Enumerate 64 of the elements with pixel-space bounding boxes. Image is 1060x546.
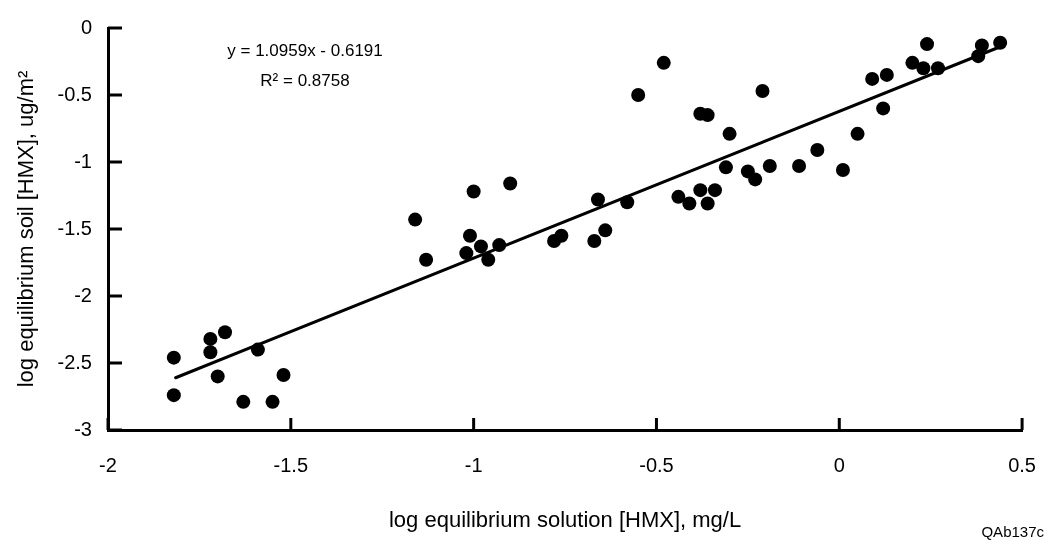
point [210, 369, 225, 384]
point [503, 176, 518, 191]
y-tick-label: -2 [74, 283, 92, 306]
point [203, 331, 218, 346]
point [755, 83, 770, 98]
point [218, 325, 233, 340]
x-tick-label: -1.5 [273, 453, 309, 476]
x-axis-title: log equilibrium solution [HMX], mg/L [388, 506, 742, 532]
annotation: R² = 0.8758 [260, 70, 350, 90]
point [865, 71, 880, 86]
point [236, 394, 251, 409]
x-tick-label: 0 [833, 453, 845, 476]
point [166, 388, 181, 403]
point [587, 234, 602, 249]
point [700, 196, 715, 211]
point [740, 164, 755, 179]
point [876, 101, 891, 116]
point [462, 228, 477, 243]
point [879, 67, 894, 82]
y-tick-label: -1.5 [57, 216, 92, 239]
point [466, 184, 481, 199]
point [762, 159, 777, 174]
x-tick-label: -2 [99, 453, 117, 476]
point [920, 37, 935, 52]
point [682, 196, 697, 211]
point [166, 350, 181, 365]
point [631, 88, 646, 102]
point [718, 160, 733, 175]
x-tick-label: -1 [464, 453, 483, 476]
point [916, 61, 931, 76]
text: QAb137c [981, 523, 1045, 541]
y-tick-label: -3 [74, 417, 92, 440]
y-axis-title: log equilibrium soil [HMX], ug/m² [13, 70, 39, 388]
point [792, 159, 807, 174]
point [419, 252, 434, 267]
point [203, 345, 218, 360]
point [810, 142, 825, 157]
y-tick-label: -0.5 [57, 82, 92, 105]
point [722, 126, 737, 141]
x-tick-label: -0.5 [639, 453, 674, 476]
point [408, 212, 423, 227]
x-tick-label: 0.5 [1008, 453, 1036, 476]
y-tick-label: -2.5 [57, 350, 92, 373]
point [459, 246, 474, 261]
point [598, 223, 613, 238]
point [481, 252, 496, 267]
y-tick-label: 0 [80, 15, 92, 38]
point [656, 55, 671, 70]
point [554, 228, 569, 243]
point [671, 189, 686, 204]
point [693, 183, 708, 198]
point [850, 126, 865, 141]
point [905, 55, 920, 70]
point [590, 192, 605, 207]
point [748, 172, 763, 187]
point [265, 394, 280, 409]
point [473, 239, 488, 254]
y-tick-label: -1 [74, 149, 92, 172]
annotation: y = 1.0959x - 0.6191 [227, 40, 383, 60]
point [700, 108, 715, 123]
point [276, 368, 291, 383]
point [835, 163, 850, 178]
point [974, 38, 989, 53]
point [707, 183, 722, 198]
